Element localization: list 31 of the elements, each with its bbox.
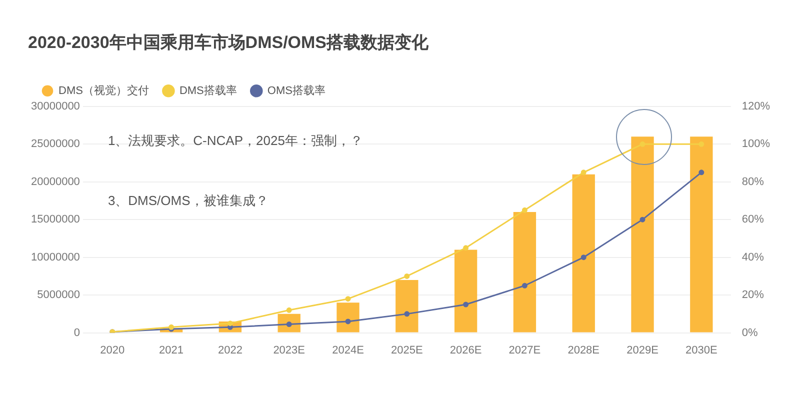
- y2-tick-label: 0%: [742, 326, 758, 339]
- x-tick-label: 2027E: [508, 344, 541, 356]
- legend-label: OMS搭载率: [267, 84, 326, 97]
- x-tick-label: 2029E: [626, 344, 658, 356]
- y-tick-label: 25000000: [30, 138, 80, 150]
- y-tick-label: 30000000: [30, 100, 80, 112]
- y2-tick-label: 100%: [742, 138, 770, 150]
- x-tick-label: 2024E: [332, 344, 364, 356]
- legend-label: DMS（视觉）交付: [58, 84, 149, 97]
- legend-label: DMS搭载率: [179, 84, 237, 97]
- y2-tick-label: 80%: [742, 176, 764, 188]
- y-tick-label: 0: [74, 326, 80, 339]
- y-tick-label: 20000000: [30, 176, 80, 188]
- y-tick-label: 10000000: [30, 251, 80, 264]
- annotation: 1、法规要求。C-NCAP，2025年：强制，？: [108, 132, 363, 148]
- y2-tick-label: 20%: [742, 289, 764, 302]
- y2-tick-label: 120%: [742, 100, 770, 112]
- y-tick-label: 15000000: [30, 214, 80, 226]
- x-tick-label: 2025E: [391, 344, 423, 356]
- chart-title: 2020-2030年中国乘用车市场DMS/OMS搭载数据变化: [28, 32, 430, 52]
- x-tick-label: 2023E: [273, 344, 306, 356]
- x-tick-label: 2030E: [686, 344, 718, 356]
- x-tick-label: 2022: [218, 344, 242, 356]
- annotation: 3、DMS/OMS，被谁集成？: [108, 192, 268, 208]
- x-tick-label: 2028E: [568, 344, 600, 356]
- x-tick-label: 2021: [159, 344, 184, 356]
- y2-tick-label: 60%: [742, 214, 764, 226]
- y-tick-label: 5000000: [37, 289, 80, 302]
- x-tick-label: 2020: [100, 344, 125, 356]
- y2-tick-label: 40%: [742, 251, 764, 264]
- x-tick-label: 2026E: [450, 344, 482, 356]
